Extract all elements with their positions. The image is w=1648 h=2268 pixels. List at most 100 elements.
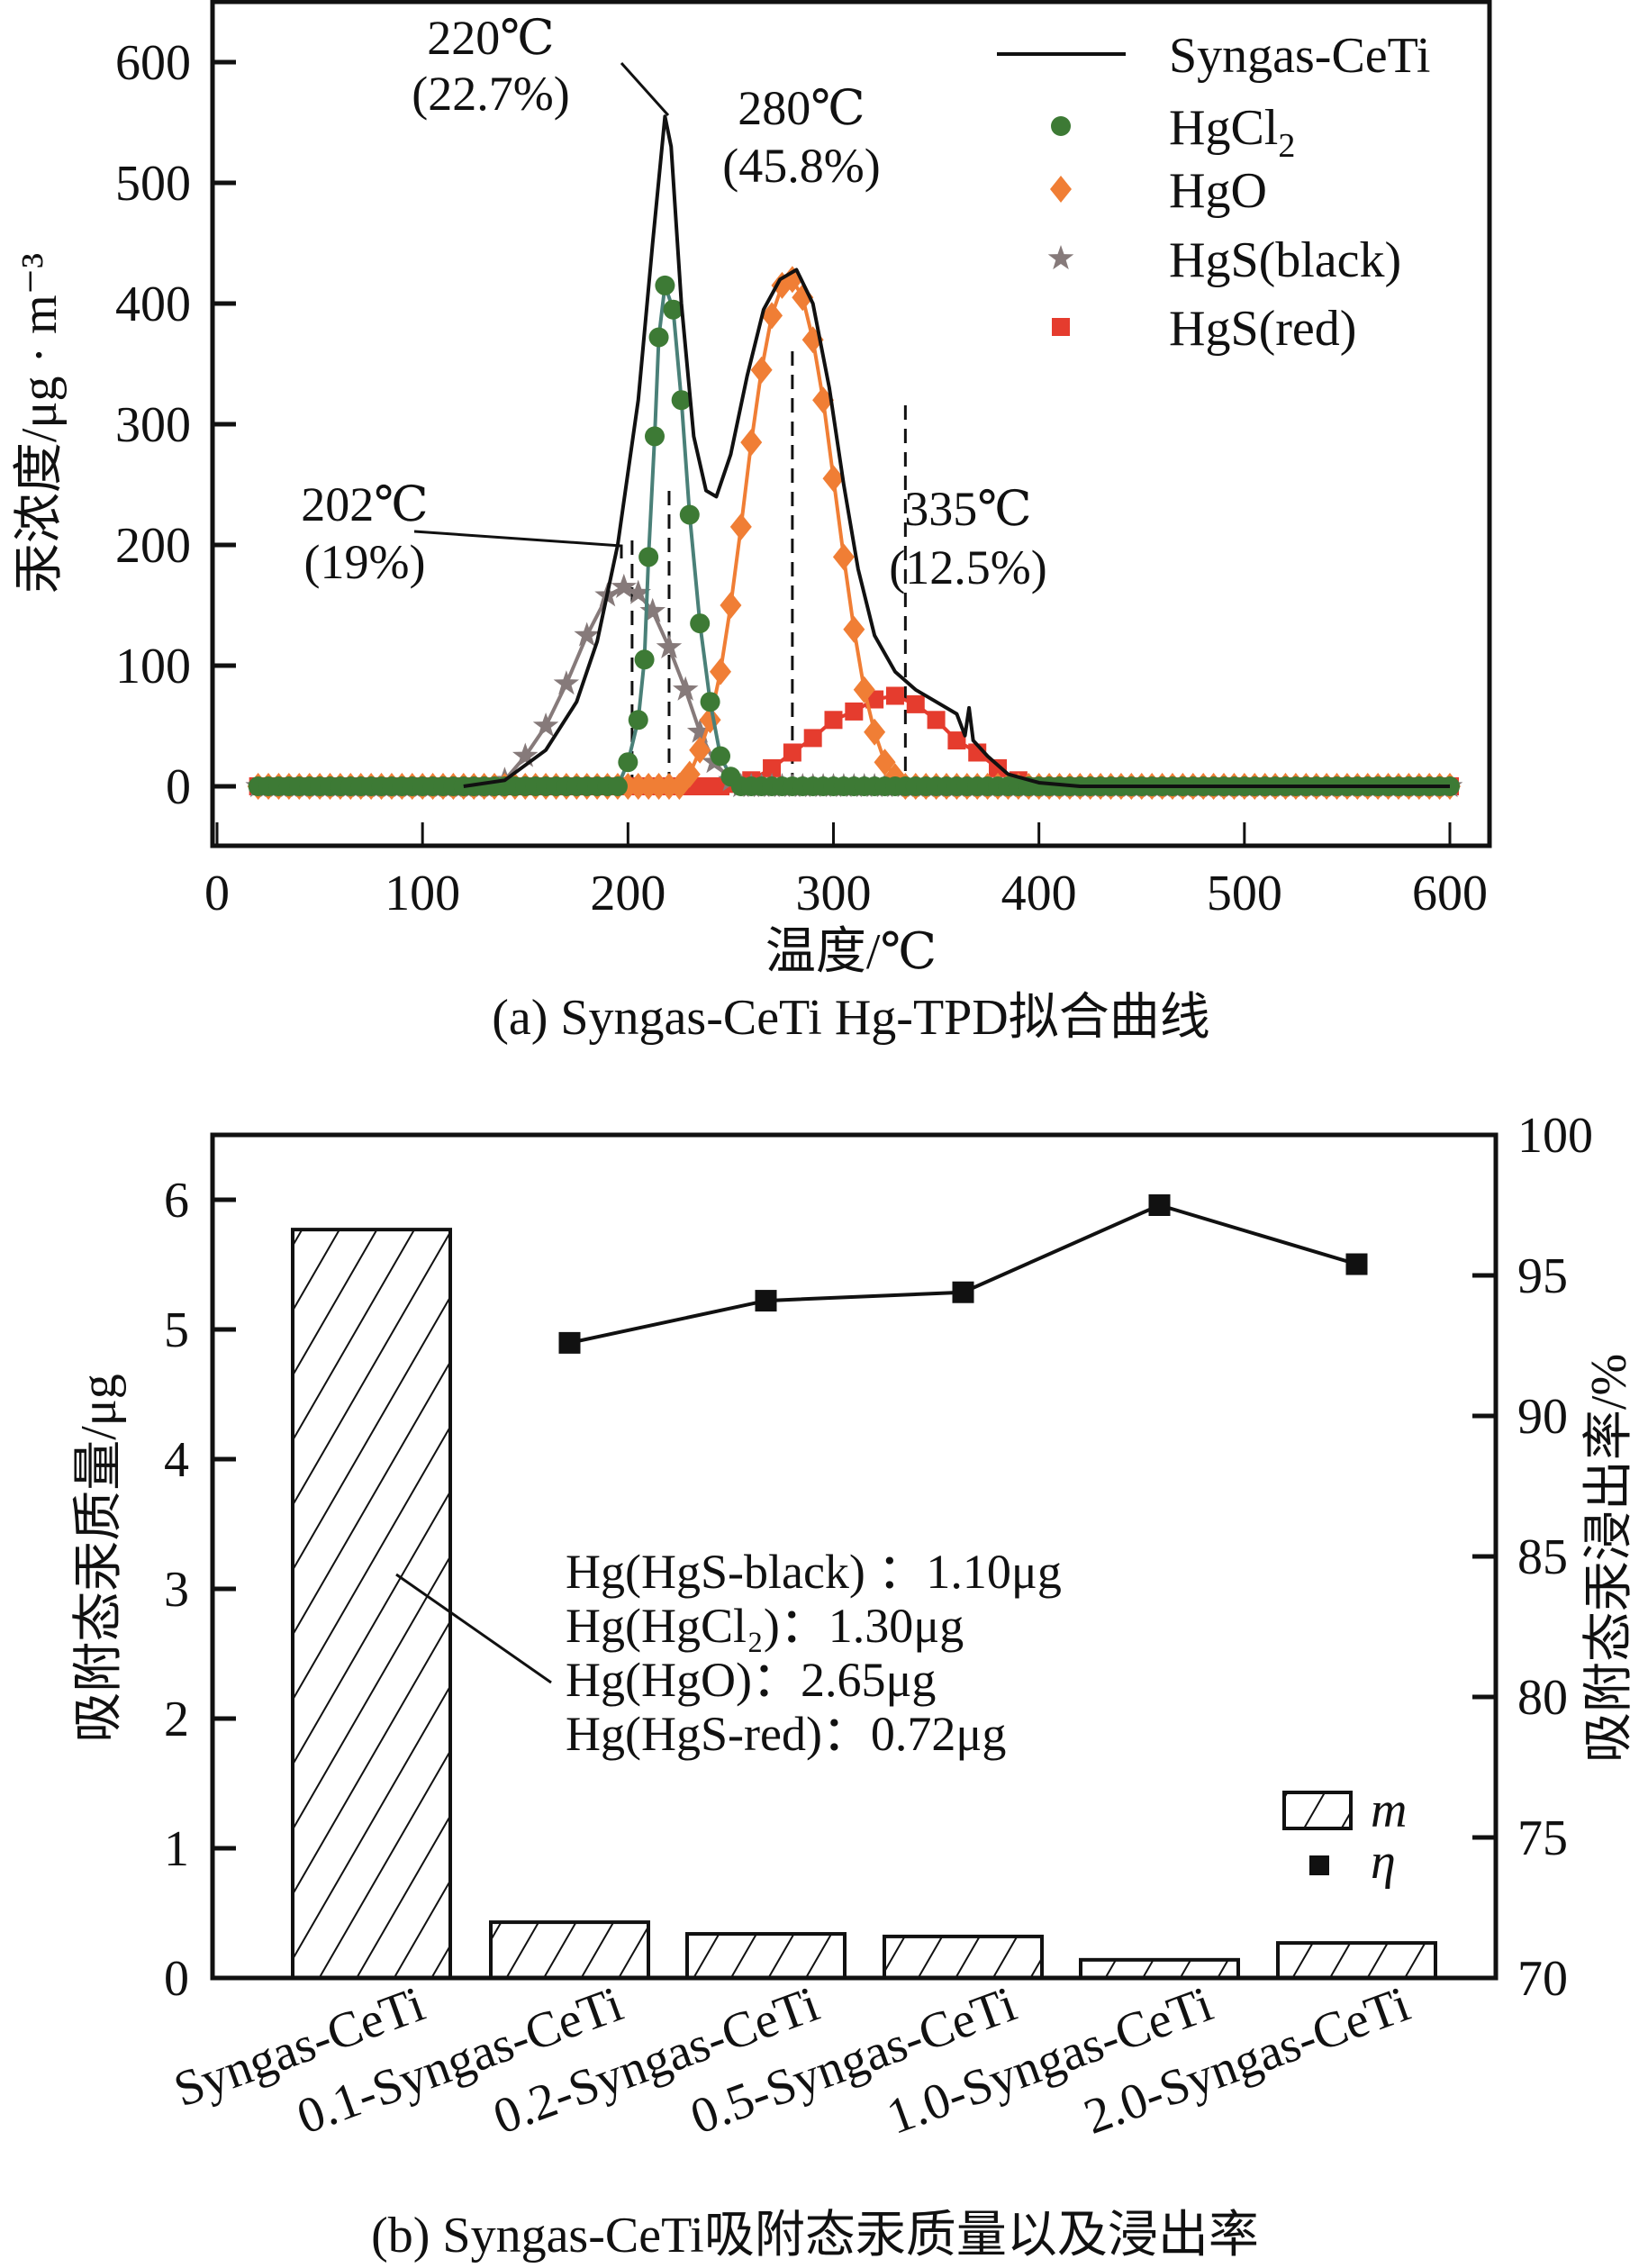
annotation-leader-line: [620, 61, 670, 117]
legend-item: HgS(red): [1052, 301, 1356, 357]
mass-annotation-line: Hg(HgO)：2.65μg: [566, 1653, 936, 1707]
y-axis-title: 汞浓度/μg · m⁻³: [12, 253, 68, 594]
star-marker: [686, 718, 713, 743]
subscript: 2: [1278, 127, 1295, 165]
y-tick-label: 300: [115, 397, 191, 453]
mass-annotation-line: Hg(HgS-red)：0.72μg: [566, 1707, 1006, 1761]
legend-item: HgCl2: [1051, 100, 1295, 165]
legend-label: Syngas-CeTi: [1169, 28, 1430, 84]
mass-annotation-line: Hg(HgS-black) ：1.10μg: [566, 1545, 1062, 1599]
circle-marker: [711, 746, 731, 767]
square-marker: [763, 758, 782, 777]
bar: [1276, 1941, 1437, 1981]
legend-hatch-icon: [1282, 1791, 1353, 1830]
y-tick-label-right: 75: [1517, 1810, 1568, 1866]
square-marker: [906, 694, 925, 713]
diamond-marker: [832, 543, 855, 571]
y-tick-label-right: 80: [1517, 1670, 1568, 1726]
legend-circle-icon: [1051, 116, 1071, 136]
chart-b-caption: (b) Syngas-CeTi吸附态汞质量以及浸出率: [371, 2208, 1259, 2263]
legend-item: Syngas-CeTi: [997, 28, 1430, 84]
legend-item: HgO: [1050, 163, 1267, 219]
y-tick-label-right: 70: [1517, 1951, 1568, 2007]
eta-square-marker: [558, 1331, 581, 1354]
annotation-leader-line: [395, 1573, 552, 1684]
legend-square-icon: [1052, 318, 1070, 336]
circle-marker: [644, 426, 665, 447]
legend-label: HgS(black): [1169, 232, 1401, 288]
y-tick-label-right: 100: [1517, 1108, 1593, 1164]
y-tick-label: 400: [115, 277, 191, 332]
legend-square-icon: [1309, 1855, 1329, 1875]
legend-label: HgS(red): [1169, 301, 1356, 357]
circle-marker: [671, 390, 692, 411]
legend-diamond-icon: [1050, 176, 1072, 203]
eta-square-marker: [1345, 1253, 1368, 1275]
chart-a-tpd: 0 100 200 300 400 500 600 0 100 200 300 400 500 600 2…: [12, 0, 1492, 1046]
peak-annotations: 220℃(22.7%) 280℃(45.8%) 202℃(19%) 335℃(12.5…: [301, 11, 1046, 594]
y-tick-label-right: 85: [1517, 1529, 1568, 1585]
circle-marker: [655, 275, 675, 295]
eta-series-line: [569, 1202, 1358, 1345]
bar: [685, 1932, 847, 1981]
diamond-marker: [720, 592, 742, 619]
y-tick-label-right: 95: [1517, 1248, 1568, 1304]
square-marker: [947, 731, 966, 750]
y-axis-title-left: 吸附态汞质量/μg: [71, 1374, 127, 1743]
chart-a-caption: (a) Syngas-CeTi Hg-TPD拟合曲线: [492, 990, 1209, 1046]
series-group: [245, 114, 1463, 800]
y-tick-label: 500: [115, 156, 191, 212]
bar: [883, 1934, 1044, 1980]
legend: mη: [1282, 1783, 1407, 1890]
circle-marker: [618, 752, 638, 773]
circle-marker: [663, 299, 684, 320]
bars: [291, 1228, 1437, 1981]
annotation-leader-line: [413, 530, 623, 558]
square-marker: [783, 743, 801, 762]
y-tick-label-left: 6: [164, 1173, 189, 1229]
circle-marker: [638, 547, 659, 567]
legend-star-icon: [1047, 245, 1074, 270]
diamond-marker: [853, 676, 875, 703]
star-marker: [553, 670, 580, 695]
star-marker: [673, 676, 699, 701]
square-marker: [845, 702, 864, 721]
circle-marker: [690, 613, 711, 634]
legend-item: HgS(black): [1047, 232, 1401, 288]
bar: [489, 1920, 650, 1981]
diamond-marker: [761, 302, 783, 330]
diamond-marker: [864, 718, 886, 746]
annotation-percentage: (12.5%): [889, 540, 1046, 594]
chart-b-mass-leaching: 0123456707580859095100Syngas-CeTi0.1-Syn…: [71, 1108, 1637, 2263]
series-line: [463, 114, 1450, 788]
peak-dashed-lines: [630, 351, 907, 786]
square-marker: [824, 711, 843, 730]
annotation-temperature: 220℃: [427, 11, 554, 65]
annotation-percentage: (45.8%): [722, 139, 880, 193]
star-marker: [639, 597, 666, 622]
diamond-marker: [729, 513, 752, 540]
axes: 0 100 200 300 400 500 600 0 100 200 300 400 500 600: [115, 35, 1488, 921]
circle-marker: [634, 649, 655, 670]
bar: [1079, 1957, 1240, 1981]
legend-label: HgO: [1169, 163, 1267, 219]
y-tick-label-left: 5: [164, 1302, 189, 1358]
y-tick-label-left: 2: [164, 1692, 189, 1747]
star-marker: [611, 573, 637, 598]
x-tick-label: 500: [1207, 866, 1282, 921]
diamond-marker: [822, 465, 845, 493]
circle-marker: [607, 776, 628, 796]
circle-marker: [700, 692, 720, 712]
annotation-temperature: 202℃: [301, 477, 428, 531]
circle-marker: [679, 504, 700, 525]
y-tick-label-left: 4: [164, 1432, 189, 1488]
square-marker: [927, 711, 946, 730]
legend-label: m: [1371, 1783, 1407, 1838]
x-tick-label: 300: [796, 866, 872, 921]
eta-line: [558, 1194, 1368, 1354]
y-tick-label: 200: [115, 518, 191, 574]
x-tick-label: 0: [204, 866, 230, 921]
square-marker: [989, 758, 1008, 777]
star-marker: [512, 742, 539, 767]
